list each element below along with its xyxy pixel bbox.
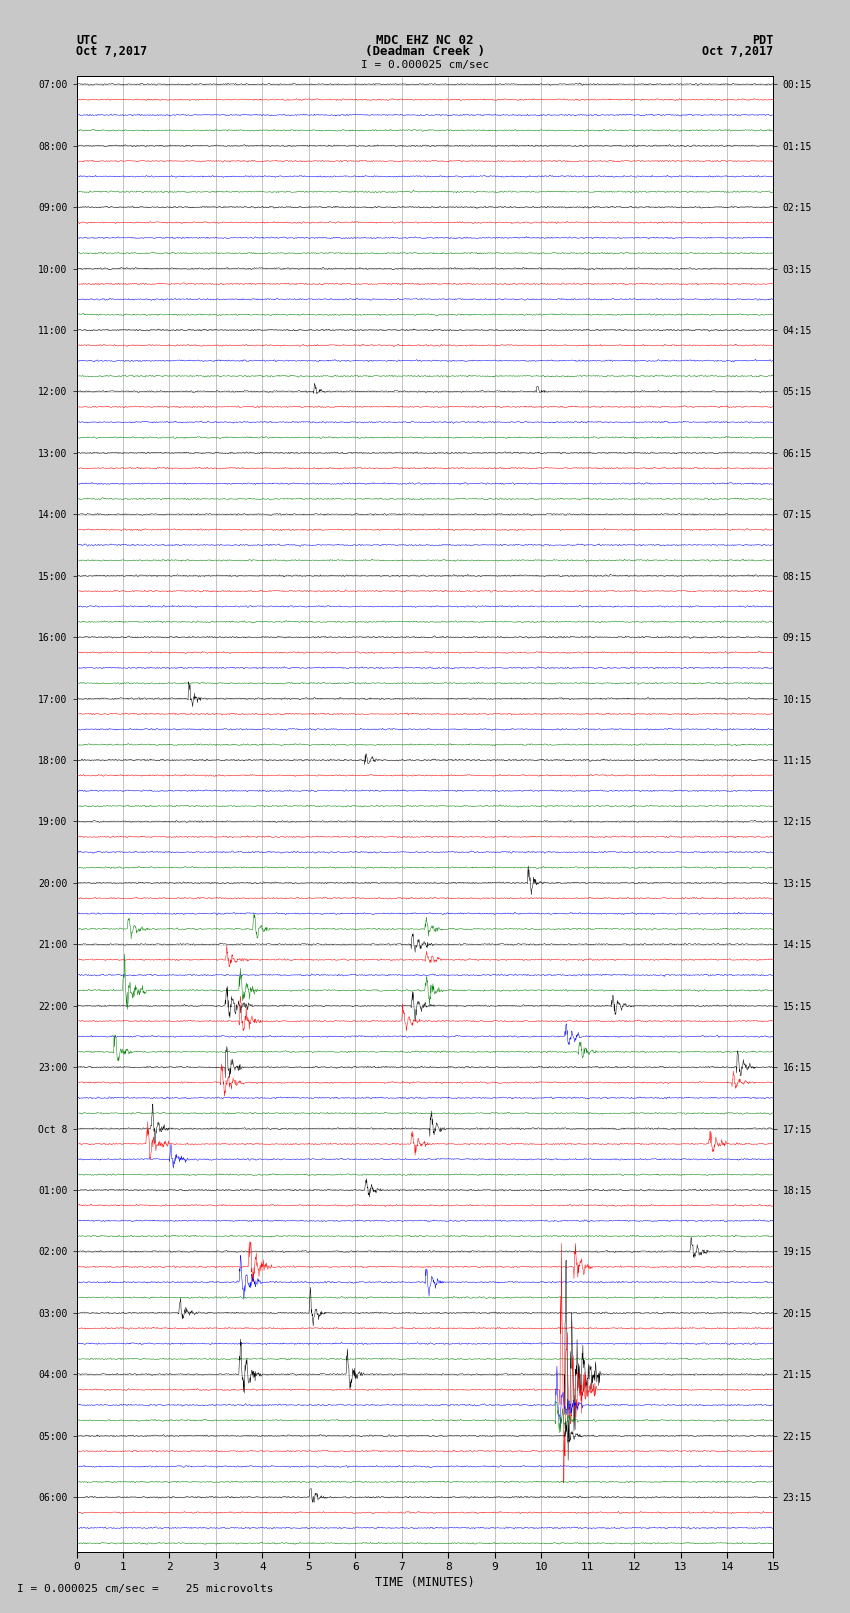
Text: (Deadman Creek ): (Deadman Creek ) xyxy=(365,45,485,58)
X-axis label: TIME (MINUTES): TIME (MINUTES) xyxy=(375,1576,475,1589)
Text: Oct 7,2017: Oct 7,2017 xyxy=(76,45,148,58)
Text: Oct 7,2017: Oct 7,2017 xyxy=(702,45,774,58)
Text: I = 0.000025 cm/sec =    25 microvolts: I = 0.000025 cm/sec = 25 microvolts xyxy=(17,1584,274,1594)
Text: UTC: UTC xyxy=(76,34,98,47)
Text: PDT: PDT xyxy=(752,34,774,47)
Text: I = 0.000025 cm/sec: I = 0.000025 cm/sec xyxy=(361,60,489,69)
Text: MDC EHZ NC 02: MDC EHZ NC 02 xyxy=(377,34,473,47)
